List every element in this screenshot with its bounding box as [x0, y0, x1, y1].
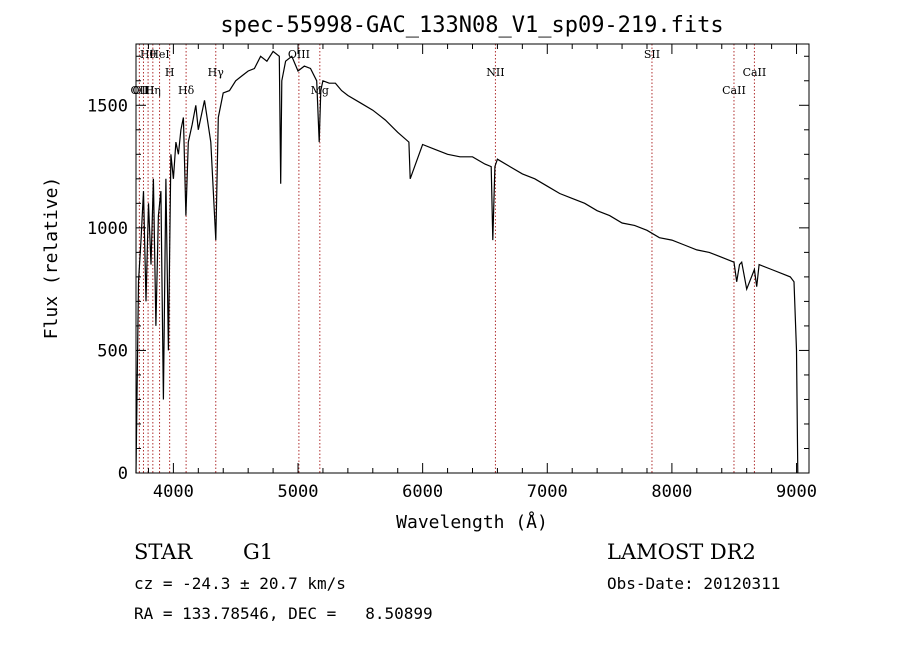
tick-label: 0 — [118, 464, 128, 484]
line-marker-label: NII — [486, 66, 504, 79]
line-marker-label: Mg — [311, 84, 329, 97]
axes: 4000 5000 6000 7000 8000 9000 0 500 1000 1500 — [87, 44, 817, 502]
line-marker-label: OIII — [132, 84, 154, 97]
tick-label: 1000 — [87, 219, 128, 239]
tick-label: 5000 — [278, 482, 319, 502]
object-class: STAR — [134, 540, 193, 564]
plot-frame — [135, 43, 810, 474]
line-marker-label: Hδ — [178, 84, 195, 97]
line-marker-label: Hη — [145, 84, 161, 97]
sky-coordinates: RA = 133.78546, DEC = 8.50899 — [134, 604, 433, 623]
tick-label: 7000 — [527, 482, 568, 502]
tick-label: 4000 — [153, 482, 194, 502]
line-marker-label: SII — [644, 48, 660, 61]
object-subclass: G1 — [243, 540, 274, 564]
observation-date: Obs-Date: 20120311 — [607, 574, 781, 593]
tick-label: 1500 — [87, 96, 128, 116]
survey-label: LAMOST DR2 — [607, 540, 756, 564]
tick-label: 6000 — [402, 482, 443, 502]
line-marker-label: OIII — [288, 48, 310, 61]
y-axis-label: Flux (relative) — [41, 177, 62, 340]
redshift-readout: cz = -24.3 ± 20.7 km/s — [134, 574, 346, 593]
line-marker-label: CaII — [722, 84, 746, 97]
tick-label: 500 — [97, 341, 128, 361]
spectrum-line — [135, 50, 799, 474]
line-marker-label: HeI — [149, 48, 169, 61]
line-marker-label: H — [165, 66, 175, 79]
line-marker-label: CaII — [743, 66, 767, 79]
x-axis-label: Wavelength (Å) — [396, 511, 548, 533]
tick-label: 8000 — [651, 482, 692, 502]
line-marker-label: Hγ — [208, 66, 225, 79]
tick-label: 9000 — [776, 482, 817, 502]
chart-title: spec-55998-GAC_133N08_V1_sp09-219.fits — [220, 13, 723, 38]
